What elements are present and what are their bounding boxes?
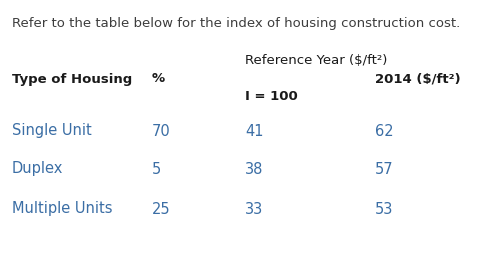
Text: 41: 41 bbox=[245, 124, 263, 139]
Text: 62: 62 bbox=[375, 124, 394, 139]
Text: Multiple Units: Multiple Units bbox=[12, 202, 112, 217]
Text: 57: 57 bbox=[375, 162, 394, 176]
Text: Single Unit: Single Unit bbox=[12, 124, 92, 139]
Text: Duplex: Duplex bbox=[12, 162, 63, 176]
Text: Refer to the table below for the index of housing construction cost.: Refer to the table below for the index o… bbox=[12, 17, 460, 30]
Text: 70: 70 bbox=[152, 124, 171, 139]
Text: 25: 25 bbox=[152, 202, 171, 217]
Text: 2014 ($/ft²): 2014 ($/ft²) bbox=[375, 73, 461, 85]
Text: 53: 53 bbox=[375, 202, 394, 217]
Text: I = 100: I = 100 bbox=[245, 90, 298, 103]
Text: 33: 33 bbox=[245, 202, 263, 217]
Text: 5: 5 bbox=[152, 162, 161, 176]
Text: Reference Year ($/ft²): Reference Year ($/ft²) bbox=[245, 54, 388, 68]
Text: 38: 38 bbox=[245, 162, 263, 176]
Text: %: % bbox=[152, 73, 165, 85]
Text: Type of Housing: Type of Housing bbox=[12, 73, 132, 85]
